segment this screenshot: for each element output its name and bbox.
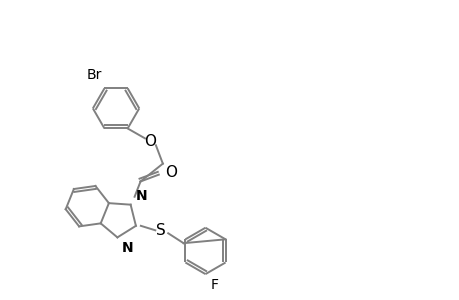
Text: O: O <box>144 134 156 149</box>
Text: Br: Br <box>87 68 102 83</box>
Text: O: O <box>164 165 176 180</box>
Text: S: S <box>156 223 166 238</box>
Text: N: N <box>121 241 133 255</box>
Text: F: F <box>210 278 218 292</box>
Text: N: N <box>135 189 147 203</box>
